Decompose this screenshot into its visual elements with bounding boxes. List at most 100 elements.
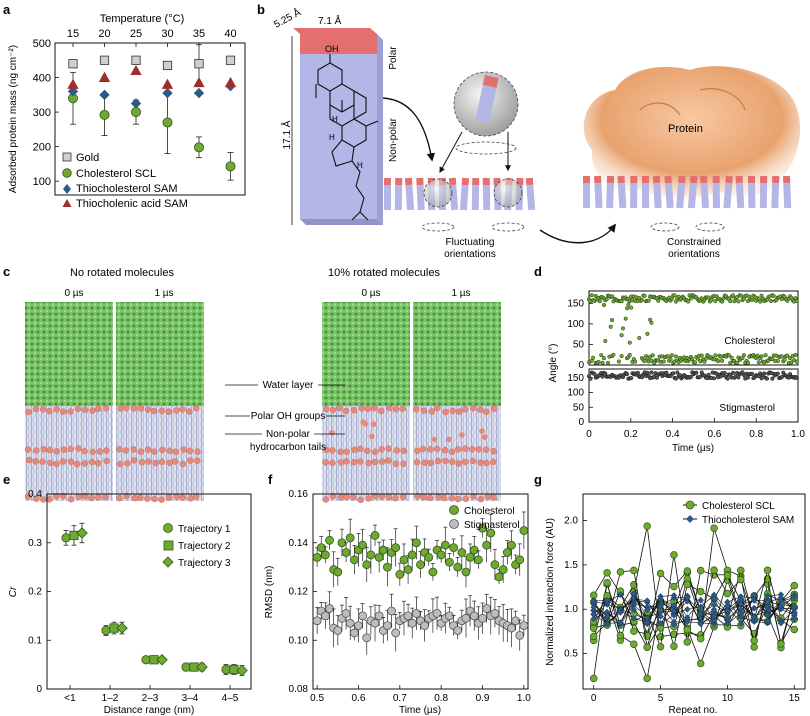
panel-f-y-tick-label: 0.16 (289, 489, 309, 500)
lipid-molecule (525, 177, 536, 211)
lipid-tail (471, 184, 480, 211)
panel-d-stigmasterol-point (770, 376, 775, 381)
panel-c-title-left: No rotated molecules (70, 267, 174, 279)
panel-e-point-circle (101, 625, 111, 636)
panel-g-cholesterol-point (737, 575, 745, 584)
panel-f-y-tick-label: 0.08 (289, 684, 309, 695)
panel-d-cholesterol-point (794, 298, 799, 304)
oh-bead (122, 447, 130, 454)
lipid-tail (582, 182, 591, 209)
oh-bead (32, 405, 40, 413)
panel-f-stigmasterol-point (478, 613, 487, 623)
lipid-head (472, 177, 480, 186)
panel-f-stigmasterol-point (374, 611, 384, 621)
lipid-molecule (735, 175, 745, 209)
lipid-tail (676, 182, 686, 209)
panel-g-thiocholesterol-point (790, 603, 798, 611)
panel-g-thiocholesterol-point (790, 594, 798, 602)
oh-bead (364, 405, 372, 413)
panel-g-cholesterol-trace (593, 568, 795, 640)
panel-g-cholesterol-point (616, 568, 625, 576)
panel-d-stigmasterol-point (673, 376, 678, 381)
panel-f-cholesterol-point (366, 550, 376, 560)
panel-a-point-triangle (161, 78, 174, 89)
panel-d-cholesterol-point (686, 299, 691, 304)
oh-bead (433, 445, 441, 453)
legend-g-cholesterol-marker (685, 500, 695, 510)
lipid-head (772, 175, 780, 184)
molecule-block-nonpolar-region (300, 54, 377, 219)
panel-g-thiocholesterol-point (630, 615, 638, 622)
oh-bead (33, 447, 40, 454)
oh-bead (337, 459, 345, 466)
panel-d-x-tick-label: 0 (586, 429, 592, 440)
protein-blob (583, 66, 801, 198)
rotated-bead (446, 436, 452, 443)
panel-g-cholesterol-point (656, 569, 665, 578)
panel-g-thiocholesterol-point (657, 613, 664, 620)
oh-bead (96, 448, 104, 455)
lipid-head (594, 175, 602, 184)
fluctuating-label-line1: Fluctuating (446, 237, 495, 248)
panel-a-y-tick-label: 100 (33, 176, 51, 188)
oh-bead (399, 405, 406, 413)
oh-bead (47, 459, 54, 467)
panel-g-thiocholesterol-point (590, 615, 598, 623)
fluct-sphere-1 (423, 178, 453, 208)
oh-bead (144, 446, 152, 453)
legend-f-cholesterol-marker (449, 505, 459, 515)
panel-f-legend: Cholesterol Stigmasterol (449, 505, 520, 531)
panel-f-cholesterol-point (453, 562, 463, 572)
panel-f-cholesterol-point (449, 543, 458, 553)
panel-label-f: f (268, 472, 273, 487)
panel-g-cholesterol-point (670, 551, 678, 559)
oh-bead (414, 447, 421, 455)
panel-f-stigmasterol-point (420, 621, 430, 631)
panel-d-cholesterol-point (794, 359, 799, 364)
panel-d-cholesterol-point (611, 352, 616, 357)
panel-a-point-triangle (224, 76, 237, 88)
oh-bead (476, 446, 483, 453)
oh-bead (137, 405, 145, 412)
constr-ellipse-1 (650, 222, 680, 232)
panel-g-thiocholesterol-point (603, 596, 611, 604)
panel-f-stigmasterol-point (345, 618, 355, 628)
water-region (25, 302, 113, 406)
oh-bead (343, 448, 350, 455)
lipid-head (525, 177, 534, 186)
oh-bead (32, 458, 39, 465)
panel-g-thiocholesterol-point (790, 610, 798, 617)
panel-d-stigmasterol-point (688, 374, 693, 379)
oh-bead (414, 493, 421, 500)
panel-f-cholesterol-point (469, 545, 479, 555)
panel-g-x-tick-label: 10 (722, 693, 734, 704)
oh-bead (180, 446, 187, 453)
panel-g-thiocholesterol-point (697, 610, 705, 618)
panel-a-top-axis-label: Temperature (°C) (100, 13, 184, 25)
panel-f-x-tick-label: 0.7 (393, 693, 407, 704)
water-region (116, 302, 204, 406)
oh-bead (46, 407, 53, 415)
panel-d-bottom-y-tick-label: 100 (567, 388, 584, 399)
legend-gold-marker (62, 152, 72, 162)
panel-g-thiocholesterol-point (750, 605, 758, 612)
panel-d-cholesterol-point (736, 299, 741, 304)
panel-e-point-diamond (196, 661, 208, 673)
oh-bead (427, 459, 434, 467)
panel-a-point-triangle (67, 78, 79, 89)
panel-g-thiocholesterol-point (617, 619, 624, 626)
panel-f-x-tick-label: 0.6 (352, 693, 366, 704)
panel-g-cholesterol-point (630, 627, 638, 635)
panel-g-cholesterol-trace (593, 578, 795, 665)
panel-g-cholesterol-point (750, 643, 758, 651)
lipid-tail (700, 182, 710, 209)
arrow-to-constrained (539, 223, 617, 244)
oh-bead (158, 458, 166, 465)
lipid-molecule (759, 175, 768, 209)
oh-bead (455, 408, 463, 415)
oh-bead (329, 447, 336, 454)
panel-d-cholesterol-point (771, 294, 776, 299)
snapshot-time-2: 1 µs (154, 288, 173, 299)
panel-e-point-circle (61, 533, 71, 543)
panel-f-stigmasterol-point (511, 616, 520, 626)
